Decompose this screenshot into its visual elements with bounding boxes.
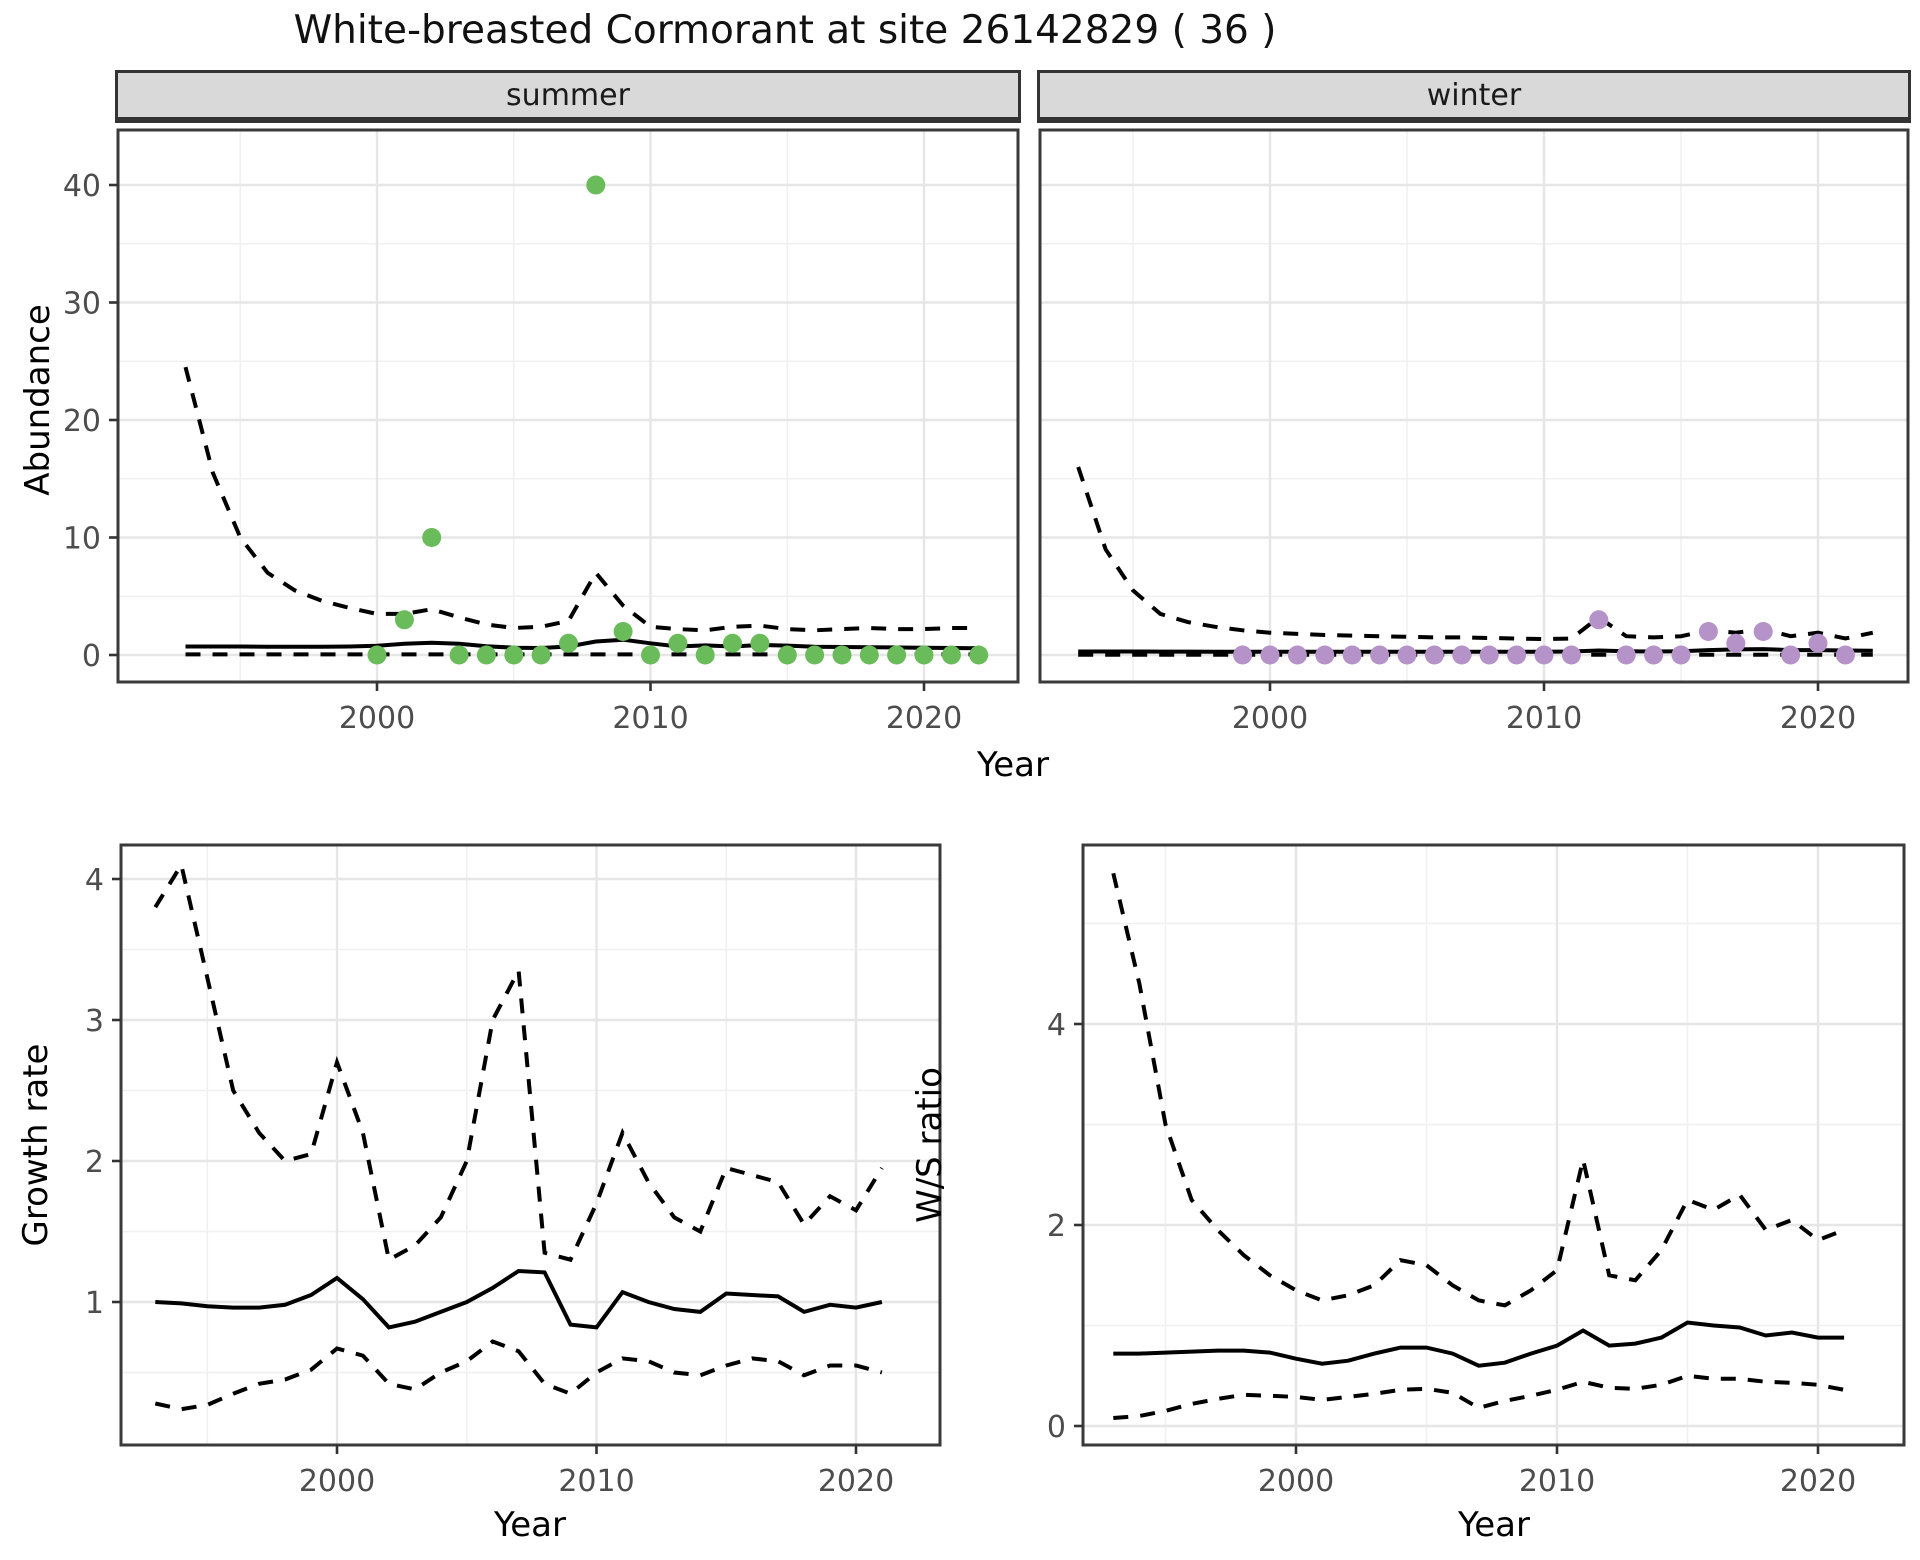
summer-observed-point	[422, 528, 442, 547]
growth-panel-background	[121, 845, 940, 1445]
summer-observed-point	[531, 645, 551, 665]
summer-x-tick-label: 2020	[886, 701, 962, 736]
summer-observed-point	[559, 633, 578, 653]
plot-title: White-breasted Cormorant at site 2614282…	[293, 8, 1277, 53]
growth-panel-border	[119, 843, 942, 1447]
winter-observed-point	[1370, 645, 1390, 665]
winter-observed-point	[1698, 622, 1718, 641]
ws-y-tick-label: 2	[1047, 1209, 1066, 1244]
ws-y-tick-label: 0	[1047, 1410, 1066, 1445]
ws-x-tick-label: 2010	[1519, 1464, 1595, 1499]
summer-observed-point	[859, 645, 879, 665]
ws-x-tick-label: 2000	[1258, 1464, 1334, 1499]
summer-observed-point	[641, 645, 660, 665]
summer-observed-point	[504, 645, 524, 665]
winter-observed-point	[1808, 633, 1828, 653]
ws-x-tick-label: 2020	[1780, 1464, 1856, 1499]
ws-upper-ci-line	[1111, 872, 1845, 1308]
summer-observed-point	[476, 645, 496, 665]
winter-observed-point	[1452, 645, 1472, 665]
y-axis-title-ws-ratio: W/S ratio	[910, 1067, 950, 1223]
facet-strip-winter: winter	[1037, 70, 1911, 123]
summer-observed-point	[777, 645, 797, 665]
ws-lower-ci-line	[1113, 1373, 1845, 1420]
growth-y-tick-label: 4	[85, 863, 104, 898]
summer-observed-point	[750, 633, 770, 653]
growth-y-tick-label: 3	[85, 1004, 104, 1039]
growth-y-tick-label: 2	[85, 1145, 104, 1180]
summer-observed-point	[941, 645, 961, 665]
winter-x-tick-label: 2010	[1506, 701, 1582, 736]
winter-x-tick-label: 2020	[1780, 701, 1856, 736]
summer-observed-point	[969, 645, 989, 665]
winter-observed-point	[1342, 645, 1362, 665]
summer-panel-border	[116, 128, 1020, 684]
winter-x-tick-label: 2000	[1232, 701, 1308, 736]
winter-panel-border	[1038, 128, 1910, 684]
summer-x-tick-label: 2010	[612, 701, 688, 736]
facet-strip-winter-label: winter	[1426, 77, 1522, 113]
growth-y-tick-label: 1	[85, 1286, 104, 1321]
winter-observed-point	[1616, 645, 1636, 665]
winter-panel-background	[1040, 130, 1908, 682]
summer-y-tick-label: 40	[63, 169, 101, 204]
summer-observed-point	[613, 622, 633, 641]
winter-observed-point	[1479, 645, 1499, 665]
growth-x-tick-label: 2000	[299, 1464, 375, 1499]
winter-upper-ci-line	[1076, 466, 1874, 642]
winter-observed-point	[1397, 645, 1417, 665]
winter-observed-point	[1753, 622, 1773, 641]
summer-observed-point	[914, 645, 934, 665]
summer-observed-point	[586, 175, 606, 195]
summer-y-tick-label: 20	[63, 404, 101, 439]
summer-observed-point	[887, 645, 907, 665]
y-axis-title-growth-rate: Growth rate	[16, 1043, 56, 1247]
ws-y-tick-label: 4	[1047, 1008, 1066, 1043]
ws-panel-background	[1083, 845, 1904, 1445]
facet-strip-summer: summer	[115, 70, 1021, 123]
summer-observed-point	[394, 610, 414, 630]
x-axis-title-year-top: Year	[977, 745, 1049, 785]
summer-upper-ci-line	[183, 366, 979, 633]
ws-panel-border	[1081, 843, 1906, 1447]
summer-y-tick-label: 10	[63, 522, 101, 557]
growth-x-tick-label: 2010	[558, 1464, 634, 1499]
winter-observed-point	[1781, 645, 1801, 665]
summer-y-tick-label: 30	[63, 287, 101, 322]
winter-observed-point	[1424, 645, 1444, 665]
summer-observed-point	[723, 633, 742, 653]
facet-strip-summer-label: summer	[506, 77, 630, 113]
summer-observed-point	[832, 645, 852, 665]
summer-x-tick-label: 2000	[339, 701, 415, 736]
summer-observed-point	[805, 645, 825, 665]
ws-median-fit-line	[1113, 1320, 1845, 1368]
winter-observed-point	[1726, 633, 1746, 653]
summer-observed-point	[668, 633, 688, 653]
winter-observed-point	[1835, 645, 1855, 665]
winter-observed-point	[1233, 645, 1253, 665]
winter-observed-point	[1561, 645, 1581, 665]
winter-observed-point	[1287, 645, 1307, 665]
summer-y-tick-label: 0	[82, 639, 101, 674]
winter-observed-point	[1315, 645, 1335, 665]
y-axis-title-abundance: Abundance	[18, 304, 58, 496]
growth-median-fit-line	[155, 1268, 883, 1330]
summer-panel-background	[118, 130, 1018, 682]
winter-observed-point	[1534, 645, 1554, 665]
x-axis-title-year-bottom-left: Year	[494, 1505, 566, 1545]
x-axis-title-year-bottom-right: Year	[1458, 1505, 1530, 1545]
winter-observed-point	[1589, 610, 1609, 630]
winter-observed-point	[1260, 645, 1280, 665]
winter-observed-point	[1644, 645, 1664, 665]
winter-observed-point	[1671, 645, 1691, 665]
winter-observed-point	[1507, 645, 1527, 665]
summer-observed-point	[695, 645, 715, 665]
growth-upper-ci-line	[153, 859, 884, 1263]
growth-lower-ci-line	[154, 1339, 883, 1412]
summer-observed-point	[449, 645, 469, 665]
growth-x-tick-label: 2020	[818, 1464, 894, 1499]
summer-observed-point	[367, 645, 387, 665]
